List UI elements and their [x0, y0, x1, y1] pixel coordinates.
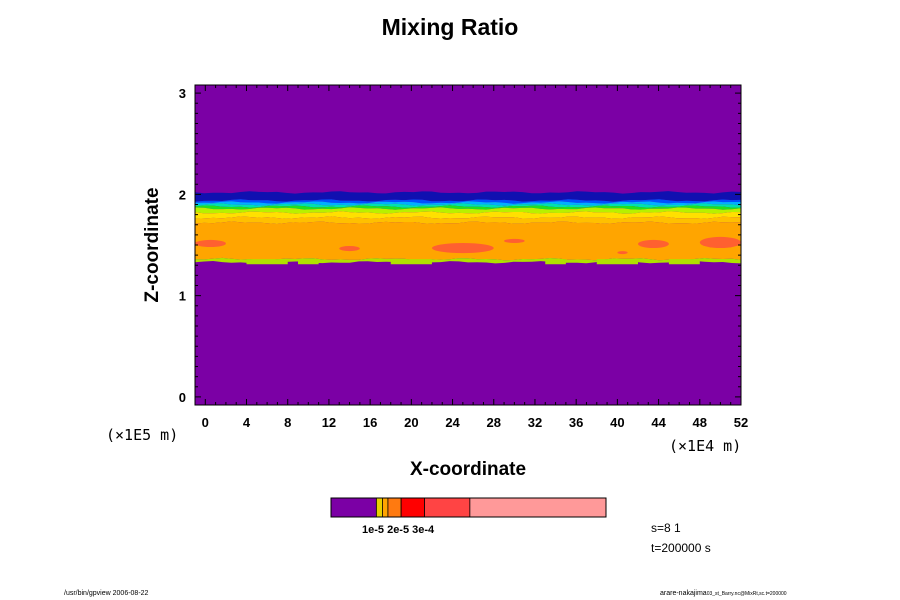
x-tick-label: 48	[693, 415, 707, 430]
x-tick-label: 44	[651, 415, 666, 430]
colorbar-segment	[400, 497, 425, 518]
colorbar	[330, 497, 607, 518]
chart-title: Mixing Ratio	[381, 14, 519, 40]
footer-author-name: arare-nakajima	[660, 590, 707, 597]
x-tick-label: 4	[243, 415, 251, 430]
field-patch	[637, 239, 669, 249]
footer-author: arare-nakajima03_st_Barry.nc@MixRt,sc.t=…	[660, 590, 787, 597]
y-tick-label: 2	[179, 187, 186, 202]
x-tick-label: 40	[610, 415, 624, 430]
colorbar-segment	[375, 497, 383, 518]
z-unit-label: (×1E5 m)	[106, 426, 179, 444]
field-patch	[195, 239, 226, 248]
field-edge-bump	[545, 259, 566, 265]
field-band	[195, 201, 741, 206]
field-band	[195, 211, 741, 219]
x-tick-label: 52	[734, 415, 748, 430]
x-tick-label: 28	[487, 415, 501, 430]
x-tick-label: 32	[528, 415, 542, 430]
field-patch	[699, 236, 741, 249]
colorbar-segment	[387, 497, 402, 518]
field-patch	[504, 238, 525, 243]
field-band	[195, 216, 741, 224]
field-band	[195, 207, 741, 214]
colorbar-segment	[424, 497, 471, 518]
x-tick-label: 36	[569, 415, 583, 430]
y-tick-label: 0	[179, 390, 186, 405]
x-unit-label: (×1E4 m)	[669, 437, 742, 455]
x-tick-label: 20	[404, 415, 418, 430]
x-tick-label: 8	[284, 415, 291, 430]
y-tick-label: 3	[179, 86, 186, 101]
field-edge-bump	[390, 259, 432, 265]
colorbar-frame	[330, 497, 607, 518]
y-axis-label: Z-coordinate	[142, 187, 163, 302]
field-edge-bump	[668, 259, 700, 265]
x-tick-label: 0	[202, 415, 209, 430]
field-band	[195, 257, 741, 264]
field-band	[195, 191, 741, 202]
colorbar-segment	[382, 497, 389, 518]
field-edge-bump	[298, 259, 319, 265]
field-edge-bump	[596, 259, 638, 265]
field-band	[195, 203, 741, 208]
colorbar-segment	[469, 497, 607, 518]
plot-area	[195, 85, 741, 405]
field-band	[195, 205, 741, 210]
y-tick-label: 1	[179, 289, 186, 304]
s-info: s=8 1	[651, 521, 681, 535]
field-patch	[617, 251, 628, 255]
x-axis-label: X-coordinate	[409, 459, 527, 480]
footer-file-label: 03_st_Barry.nc@MixRt,sc.t=200000	[706, 591, 787, 597]
x-tick-label: 24	[445, 415, 460, 430]
colorbar-segment	[330, 497, 377, 518]
x-tick-label: 16	[363, 415, 377, 430]
field-band	[195, 199, 741, 204]
field-band	[195, 221, 741, 261]
footer-command: /usr/bin/gpview 2006-08-22	[64, 590, 149, 597]
field-patch	[339, 246, 360, 252]
field-patch	[431, 242, 494, 254]
x-tick-label: 12	[322, 415, 336, 430]
colorbar-labels: 1e-5 2e-5 3e-4	[362, 524, 435, 536]
time-info: t=200000 s	[651, 541, 711, 555]
field-edge-bump	[246, 259, 288, 265]
